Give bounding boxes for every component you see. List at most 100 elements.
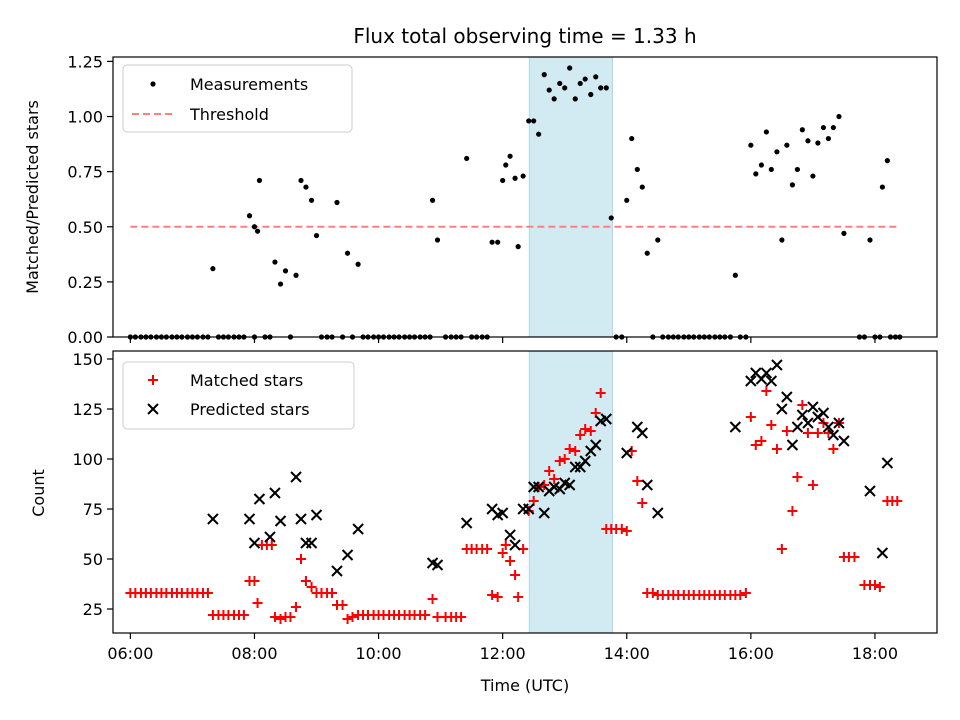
- matched-star-point: [347, 612, 358, 622]
- measurement-point: [434, 237, 441, 243]
- matched-star-point: [740, 588, 751, 598]
- matched-star-point: [327, 588, 338, 598]
- matched-star-point: [750, 440, 761, 450]
- matched-star-point: [621, 526, 632, 536]
- matched-star-point: [616, 524, 627, 534]
- predicted-star-point: [460, 517, 473, 529]
- measurement-point: [748, 142, 754, 148]
- y-tick-label: 25: [83, 600, 103, 619]
- measurement-point: [639, 184, 645, 190]
- matched-star-point: [874, 582, 885, 592]
- measurement-point: [820, 124, 827, 131]
- y-tick-label: 0.50: [67, 218, 103, 237]
- matched-star-point: [544, 466, 555, 476]
- bottom-y-ticks: 25 50 75 100 125 150: [72, 350, 113, 619]
- measurement-point: [313, 232, 320, 239]
- matched-star-point: [802, 428, 813, 438]
- legend-cross-glyph: [147, 403, 159, 415]
- measurement-point: [562, 85, 568, 91]
- top-y-axis-label: Matched/Predicted stars: [23, 100, 42, 294]
- measurement-point: [753, 171, 759, 177]
- matched-star-point: [337, 600, 348, 610]
- y-tick-label: 150: [72, 350, 103, 369]
- measurement-point: [526, 118, 532, 124]
- predicted-star-point: [636, 427, 648, 439]
- matched-star-point: [554, 456, 565, 466]
- predicted-star-point: [527, 481, 540, 493]
- matched-star-point: [647, 588, 658, 598]
- predicted-star-point: [248, 537, 261, 549]
- matched-star-point: [296, 554, 307, 564]
- predicted-star-point: [771, 359, 783, 371]
- predicted-star-point: [532, 481, 545, 493]
- x-axis-label: Time (UTC): [480, 676, 569, 695]
- matched-star-point: [575, 430, 586, 440]
- bottom-marks: [125, 359, 903, 624]
- top-y-ticks: 0.00 0.25 0.50 0.75 1.00 1.25: [67, 52, 113, 347]
- predicted-star-point: [641, 479, 653, 491]
- measurement-point: [867, 237, 873, 243]
- measurement-point: [303, 184, 309, 190]
- measurement-point: [507, 153, 513, 159]
- measurement-point: [503, 162, 509, 168]
- matched-star-point: [812, 428, 823, 438]
- matched-star-point: [420, 610, 431, 620]
- y-tick-label: 0.00: [67, 328, 103, 347]
- legend-matched-label: Matched stars: [190, 371, 303, 390]
- matched-star-point: [828, 444, 839, 454]
- predicted-star-point: [729, 421, 742, 433]
- x-tick-label: 14:00: [604, 644, 650, 663]
- measurement-point: [805, 138, 811, 144]
- measurement-point: [732, 272, 738, 278]
- measurement-point: [464, 155, 470, 162]
- x-tick-label: 06:00: [107, 644, 153, 663]
- matched-star-point: [632, 476, 643, 486]
- matched-star-point: [869, 580, 880, 590]
- predicted-star-point: [504, 529, 516, 541]
- measurement-point: [355, 261, 361, 267]
- measurement-point: [567, 65, 573, 71]
- measurement-point: [515, 244, 521, 250]
- measurement-point: [210, 266, 216, 272]
- matched-star-point: [487, 590, 498, 600]
- predicted-star-point: [290, 471, 302, 483]
- matched-star-point: [482, 544, 493, 554]
- x-tick-label: 08:00: [231, 644, 277, 663]
- measurement-point: [308, 197, 315, 203]
- measurement-point: [629, 135, 635, 142]
- matched-star-point: [202, 588, 213, 598]
- matched-star-point: [500, 540, 511, 550]
- legend-predicted-label: Predicted stars: [190, 400, 310, 419]
- matched-star-point: [456, 612, 467, 622]
- measurement-point: [588, 91, 594, 98]
- predicted-star-point: [864, 485, 876, 497]
- y-tick-label: 0.25: [67, 273, 103, 292]
- matched-star-point: [269, 612, 280, 622]
- measurement-point: [246, 213, 253, 219]
- matched-star-point: [570, 446, 581, 456]
- predicted-star-point: [765, 375, 778, 387]
- measurement-point: [758, 162, 765, 168]
- matched-star-point: [505, 556, 516, 566]
- measurement-point: [500, 177, 506, 184]
- matched-star-point: [735, 590, 746, 600]
- matched-star-point: [792, 472, 803, 482]
- matched-star-point: [892, 496, 903, 506]
- matched-star-point: [238, 610, 249, 620]
- y-tick-label: 0.75: [67, 163, 103, 182]
- predicted-star-point: [822, 421, 835, 433]
- predicted-star-point: [509, 539, 521, 551]
- matched-star-point: [266, 540, 277, 550]
- matched-star-point: [306, 582, 317, 592]
- matched-star-point: [637, 498, 648, 508]
- predicted-star-point: [812, 411, 824, 423]
- measurement-point: [551, 96, 557, 102]
- matched-star-point: [300, 576, 311, 586]
- measurement-point: [768, 166, 774, 173]
- matched-star-point: [776, 544, 787, 554]
- measurement-point: [789, 182, 796, 188]
- predicted-star-point: [838, 435, 850, 447]
- predicted-star-point: [341, 549, 354, 561]
- measurement-point: [293, 272, 299, 278]
